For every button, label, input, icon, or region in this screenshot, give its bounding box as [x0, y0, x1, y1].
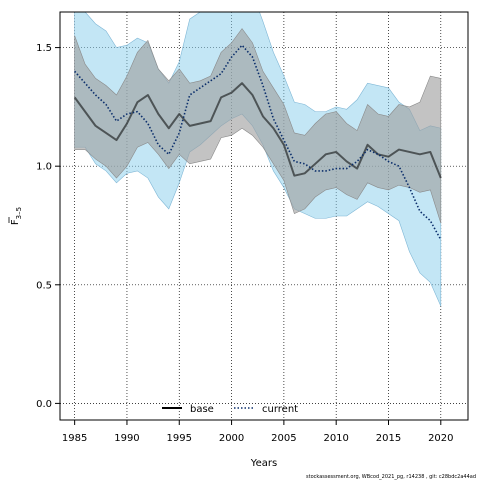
y-axis-title-sub: 3–5 [15, 207, 23, 219]
series-line-current [74, 44, 442, 241]
y-axis-title: F3–5 [8, 207, 23, 225]
y-tick-label: 0.5 [36, 280, 52, 291]
y-axis-title-main: F [10, 219, 21, 225]
x-axis: 1985 1990 1995 2000 2005 2010 2015 2020 [62, 420, 454, 444]
credit-text: stockassessment.org, WBcod_2021_pg, r142… [306, 474, 476, 480]
y-tick-label: 1.0 [36, 162, 52, 173]
x-axis-title: Years [250, 458, 277, 469]
plot-frame [59, 11, 469, 421]
legend-current-label: current [262, 404, 298, 415]
y-tick-label: 0.0 [36, 399, 52, 410]
x-tick-label: 2010 [323, 433, 348, 444]
x-tick-label: 2020 [428, 433, 453, 444]
x-tick-label: 2005 [271, 433, 296, 444]
confidence-bands [74, 12, 442, 307]
y-tick-label: 1.5 [36, 43, 52, 54]
x-tick-label: 1995 [167, 433, 192, 444]
confidence-band-base [74, 28, 442, 224]
x-tick-label: 1990 [114, 433, 139, 444]
x-tick-label: 1985 [62, 433, 87, 444]
y-axis: 0.0 0.5 1.0 1.5 [36, 43, 60, 410]
series-lines [73, 44, 442, 241]
legend-base-label: base [190, 404, 214, 415]
x-tick-label: 2015 [376, 433, 401, 444]
x-tick-label: 2000 [219, 433, 244, 444]
svg-text:F3–5: F3–5 [10, 207, 23, 225]
legend: base current [162, 404, 298, 415]
grid [60, 12, 468, 420]
